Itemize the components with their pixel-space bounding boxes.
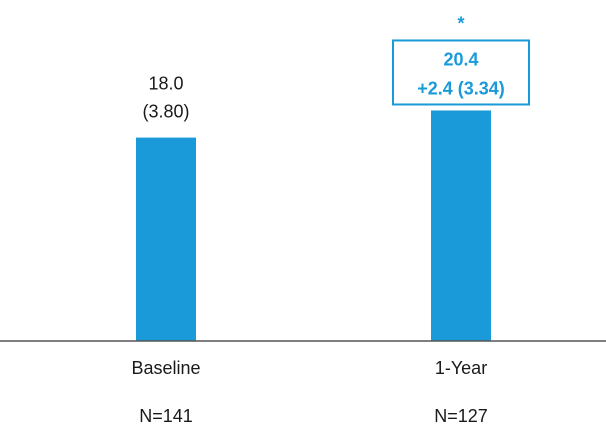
data-label-sd: (3.80) [142,102,189,122]
bar-baseline [136,137,196,341]
highlight-box [392,39,530,106]
bar-1-year [431,110,491,341]
data-label-value: 18.0 [148,74,183,94]
data-label-value: 20.4 [443,49,478,69]
data-label-change: +2.4 (3.34) [417,78,505,98]
bars-group [136,110,491,341]
labels-group: 18.0 (3.80) Baseline N=141 20.4 +2.4 (3.34) * 1… [131,13,530,426]
category-label: Baseline [131,358,200,378]
category-label: 1-Year [435,358,487,378]
significance-marker: * [457,13,464,33]
sample-size-label: N=127 [434,406,488,426]
sample-size-label: N=141 [139,406,193,426]
